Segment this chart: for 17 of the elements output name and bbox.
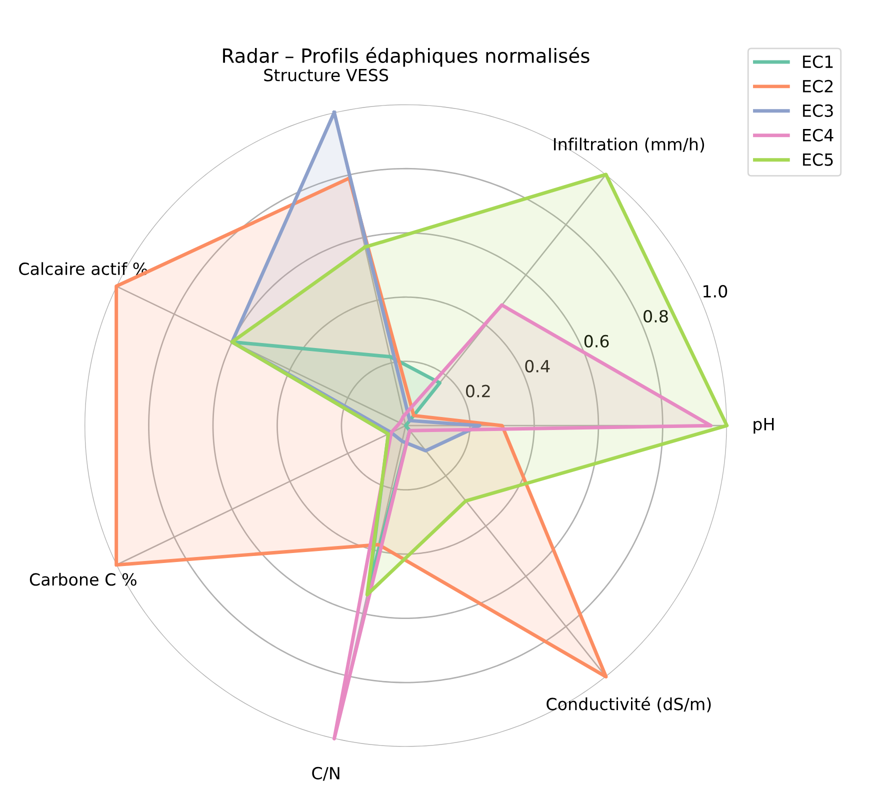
spoke-label: pH xyxy=(754,418,774,434)
y-tick-label: 0.2 xyxy=(466,384,490,398)
y-tick-label: 1.0 xyxy=(704,284,728,298)
y-tick-label: 0.8 xyxy=(644,310,668,323)
y-tick-label: 0.4 xyxy=(525,360,550,372)
spoke-label: Conductivité (dS/m) xyxy=(546,696,711,712)
spoke-label: Infiltration (mm/h) xyxy=(554,138,704,152)
legend-label: EC1 xyxy=(803,55,833,68)
legend-label: EC2 xyxy=(803,80,833,93)
y-tick-label: 0.6 xyxy=(584,334,609,348)
chart-title: Radar – Profils édaphiques normalisés xyxy=(223,47,590,67)
legend-label: EC3 xyxy=(803,104,833,117)
legend-label: EC5 xyxy=(803,153,833,166)
spoke-label: Carbone C % xyxy=(30,572,136,586)
legend-label: EC4 xyxy=(803,128,834,142)
spoke-label: C/N xyxy=(312,766,340,781)
spoke-label: Structure VESS xyxy=(264,68,388,82)
